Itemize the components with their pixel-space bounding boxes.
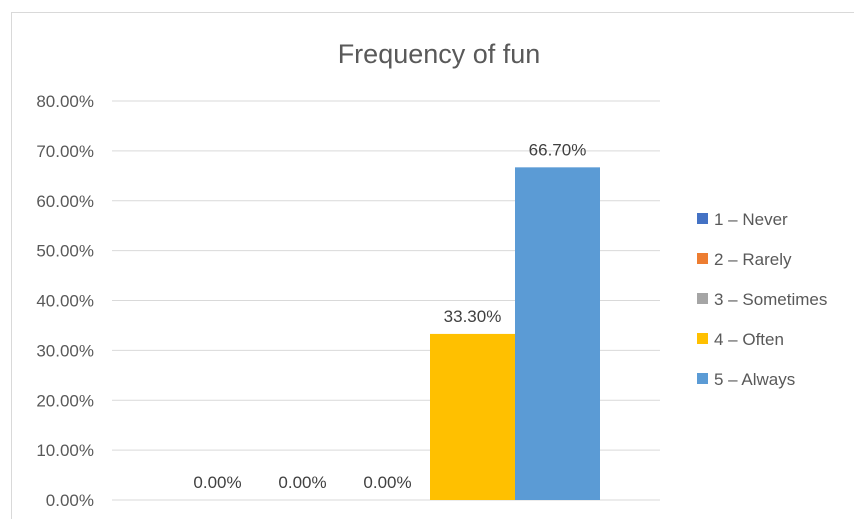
bar bbox=[515, 167, 600, 501]
bar bbox=[430, 333, 515, 500]
legend-label: 2 – Rarely bbox=[714, 250, 792, 269]
data-label: 66.70% bbox=[529, 140, 587, 159]
bars bbox=[430, 167, 600, 501]
legend-label: 3 – Sometimes bbox=[714, 290, 827, 309]
legend-swatch bbox=[697, 373, 708, 384]
y-tick-label: 30.00% bbox=[36, 341, 94, 360]
legend-label: 4 – Often bbox=[714, 330, 784, 349]
legend-swatch bbox=[697, 293, 708, 304]
y-tick-label: 20.00% bbox=[36, 391, 94, 410]
data-label: 0.00% bbox=[193, 473, 241, 492]
y-tick-label: 60.00% bbox=[36, 192, 94, 211]
data-labels: 0.00% 0.00% 0.00% 33.30% 66.70% bbox=[193, 140, 586, 492]
legend-label: 1 – Never bbox=[714, 210, 788, 229]
chart-title: Frequency of fun bbox=[338, 39, 541, 69]
y-tick-label: 50.00% bbox=[36, 242, 94, 261]
legend-swatch bbox=[697, 333, 708, 344]
legend-swatch bbox=[697, 213, 708, 224]
legend-label: 5 – Always bbox=[714, 370, 795, 389]
chart-frame bbox=[11, 12, 854, 519]
legend: 1 – Never 2 – Rarely 3 – Sometimes 4 – Ofte… bbox=[697, 210, 827, 389]
y-tick-label: 70.00% bbox=[36, 142, 94, 161]
data-label: 33.30% bbox=[444, 307, 502, 326]
y-tick-label: 10.00% bbox=[36, 441, 94, 460]
y-tick-label: 80.00% bbox=[36, 92, 94, 111]
y-tick-label: 40.00% bbox=[36, 292, 94, 311]
y-axis-tick-labels: 0.00% 10.00% 20.00% 30.00% 40.00% 50.00% 60.00… bbox=[36, 92, 94, 510]
data-label: 0.00% bbox=[363, 473, 411, 492]
data-label: 0.00% bbox=[278, 473, 326, 492]
y-tick-label: 0.00% bbox=[46, 491, 94, 510]
legend-swatch bbox=[697, 253, 708, 264]
